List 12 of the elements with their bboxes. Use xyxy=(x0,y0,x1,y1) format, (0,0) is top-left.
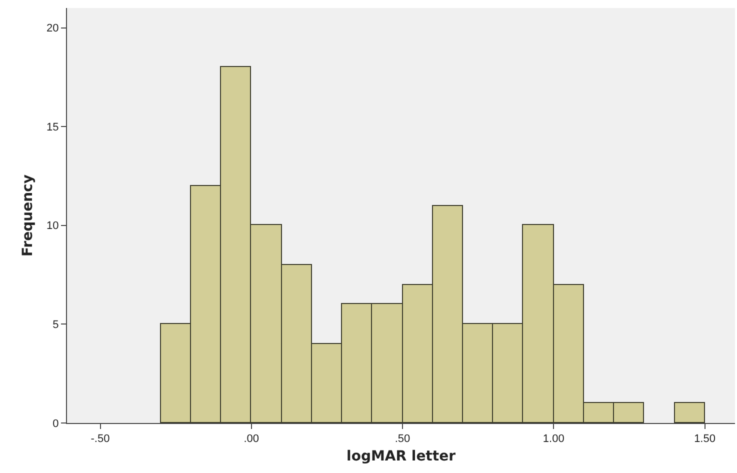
x-tick-label: .00 xyxy=(244,433,260,446)
y-tick-label: 0 xyxy=(52,418,59,430)
x-tick-label: 1.00 xyxy=(542,433,564,446)
x-tick-label: 1.50 xyxy=(694,433,716,446)
y-tick-label: 20 xyxy=(46,22,59,35)
x-axis-title: logMAR letter xyxy=(346,448,456,464)
y-tick-label: 10 xyxy=(46,220,59,232)
x-tick-label: .50 xyxy=(394,433,410,446)
x-tick-label: -.50 xyxy=(90,433,110,446)
y-tick-label: 15 xyxy=(46,121,59,134)
y-axis-title: Frequency xyxy=(20,174,36,256)
y-tick-label: 5 xyxy=(52,319,59,332)
